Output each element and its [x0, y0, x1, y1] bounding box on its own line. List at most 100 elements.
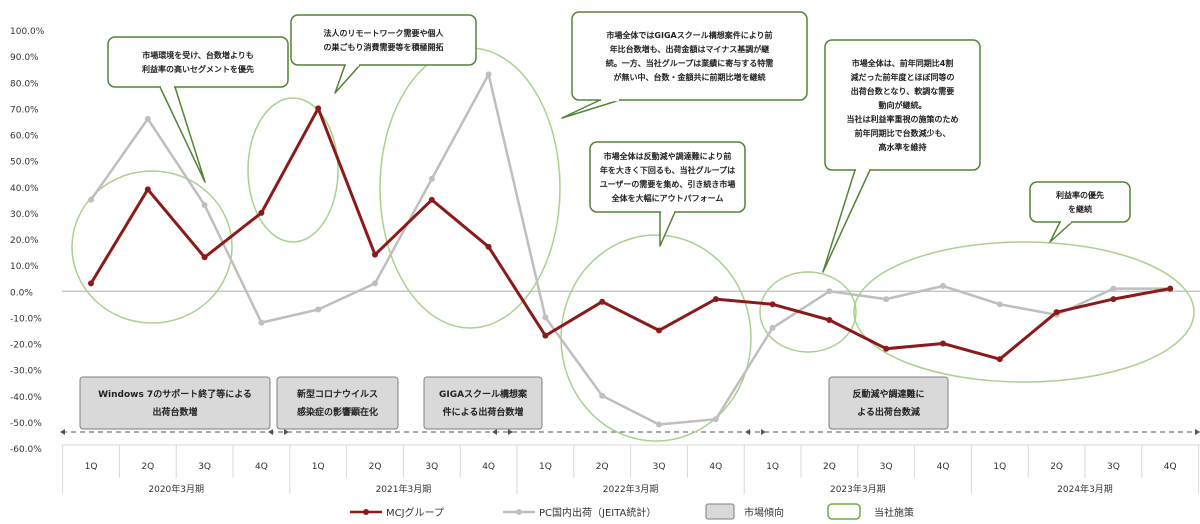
data-point-mcj — [485, 243, 492, 250]
y-tick-label: -50.0% — [10, 419, 42, 429]
quarter-label: 3Q — [1107, 462, 1120, 472]
quarter-label: 1Q — [85, 462, 98, 472]
data-point-pc — [826, 288, 833, 295]
divider-arrowhead — [508, 429, 513, 435]
quarter-label: 1Q — [766, 462, 779, 472]
data-point-mcj — [88, 280, 94, 287]
year-label: 2023年3月期 — [830, 483, 886, 495]
quarter-label: 2Q — [369, 462, 382, 472]
divider-arrowhead — [761, 429, 766, 435]
y-tick-label: -10.0% — [10, 314, 42, 324]
series-line-mcj — [89, 106, 1171, 361]
y-tick-label: 20.0% — [10, 236, 39, 246]
callout-text: 当社は利益率重視の施策のため — [847, 114, 959, 124]
data-point-pc — [315, 306, 322, 313]
callout-box: 市場全体ではGIGAスクール構想案件により前年比台数増も、出荷金額はマイナス基調… — [561, 11, 808, 119]
divider-arrowhead — [268, 429, 273, 435]
data-point-mcj — [428, 196, 435, 203]
market-trend-text: Windows 7のサポート終了等による — [98, 388, 252, 400]
callout-text: 続。一方、当社グループは業績に寄与する特需 — [606, 58, 774, 68]
y-tick-label: 80.0% — [10, 79, 39, 89]
callout-text: 市場全体ではGIGAスクール構想案件により前 — [606, 30, 772, 40]
y-tick-label: 60.0% — [10, 132, 39, 142]
quarter-label: 1Q — [993, 462, 1006, 472]
data-point-pc — [1110, 285, 1117, 292]
highlight-ellipse — [853, 241, 1195, 383]
data-point-pc — [769, 324, 776, 331]
quarter-label: 3Q — [198, 462, 211, 472]
y-tick-label: 30.0% — [10, 210, 39, 220]
y-tick-label: 50.0% — [10, 158, 39, 168]
quarter-label: 3Q — [653, 462, 666, 472]
divider-arrowhead — [745, 429, 750, 435]
market-trend-text: 感染症の影響顕在化 — [297, 406, 378, 418]
data-point-mcj — [712, 296, 719, 303]
market-trend-text: 反動減や調達難に — [852, 388, 924, 400]
series-group — [88, 71, 1174, 428]
legend-pc-label: PC国内出荷（JEITA統計） — [539, 506, 656, 519]
y-tick-label: -30.0% — [10, 367, 42, 377]
y-tick-label: -20.0% — [10, 341, 42, 351]
quarter-label: 2Q — [141, 462, 154, 472]
quarter-label: 3Q — [880, 462, 893, 472]
legend-company-swatch — [827, 503, 861, 520]
year-label: 2021年3月期 — [376, 483, 432, 495]
data-point-pc — [883, 296, 890, 303]
year-label: 2024年3月期 — [1057, 483, 1113, 495]
data-point-pc — [940, 283, 946, 290]
data-point-mcj — [1053, 309, 1060, 316]
y-tick-label: 70.0% — [10, 105, 39, 115]
data-point-mcj — [826, 316, 833, 323]
callout-text: 年比台数増も、出荷金額はマイナス基調が継 — [610, 44, 770, 54]
data-point-mcj — [599, 298, 606, 305]
data-point-pc — [372, 280, 378, 287]
data-point-mcj — [883, 345, 890, 352]
data-point-pc — [599, 392, 606, 399]
data-point-mcj — [940, 340, 946, 347]
callout-text: を継続 — [1068, 204, 1092, 214]
quarter-label: 4Q — [482, 462, 495, 472]
data-point-pc — [201, 202, 208, 209]
highlight-ellipse — [247, 97, 339, 243]
data-point-mcj — [656, 327, 662, 334]
legend: MCJグループ PC国内出荷（JEITA統計） 市場傾向 当社施策 — [350, 503, 914, 520]
quarter-label: 4Q — [1164, 462, 1177, 472]
callout-text: 利益率の高いセグメントを優先 — [141, 64, 254, 74]
y-tick-label: -60.0% — [10, 445, 42, 455]
data-point-mcj — [1167, 285, 1174, 292]
data-point-pc — [996, 301, 1003, 308]
data-point-pc — [428, 175, 435, 182]
highlight-ellipse — [759, 271, 857, 353]
quarter-label: 2Q — [1050, 462, 1063, 472]
divider-arrowhead — [1195, 429, 1200, 435]
data-point-mcj — [542, 332, 549, 339]
gridlines — [60, 290, 1200, 435]
callout-text: 利益率の優先 — [1055, 190, 1104, 200]
callout-text: 高水準を維持 — [879, 142, 927, 152]
y-tick-label: 40.0% — [10, 184, 39, 194]
x-axis: 1Q 2Q 3Q 4Q 1Q 2Q 3Q 4Q 1Q 2Q 3Q 4Q 1Q 2Q 3Q 4Q 1Q 2Q 3Q 4Q… — [62, 444, 1200, 495]
legend-market-label: 市場傾向 — [744, 506, 784, 519]
data-point-mcj — [769, 301, 776, 308]
callout-text: 市場環境を受け、台数増よりも — [142, 50, 253, 60]
legend-company-label: 当社施策 — [874, 506, 914, 519]
data-point-mcj — [144, 186, 151, 193]
callout-text: が無い中、台数・金額共に前期比増を継続 — [614, 72, 766, 82]
data-point-pc — [144, 115, 151, 122]
callout-text: 減だった前年度とほぼ同等の — [851, 72, 955, 82]
y-tick-label: 100.0% — [10, 27, 45, 37]
legend-mcj-marker — [363, 509, 369, 515]
data-point-mcj — [372, 251, 378, 258]
market-trend-boxes: Windows 7のサポート終了等による出荷台数増新型コロナウイルス感染症の影響… — [79, 376, 949, 430]
data-point-mcj — [996, 356, 1003, 363]
quarter-label: 4Q — [937, 462, 950, 472]
year-label: 2020年3月期 — [148, 483, 204, 495]
legend-mcj-label: MCJグループ — [386, 506, 444, 519]
quarter-label: 1Q — [539, 462, 552, 472]
data-point-mcj — [258, 209, 265, 216]
